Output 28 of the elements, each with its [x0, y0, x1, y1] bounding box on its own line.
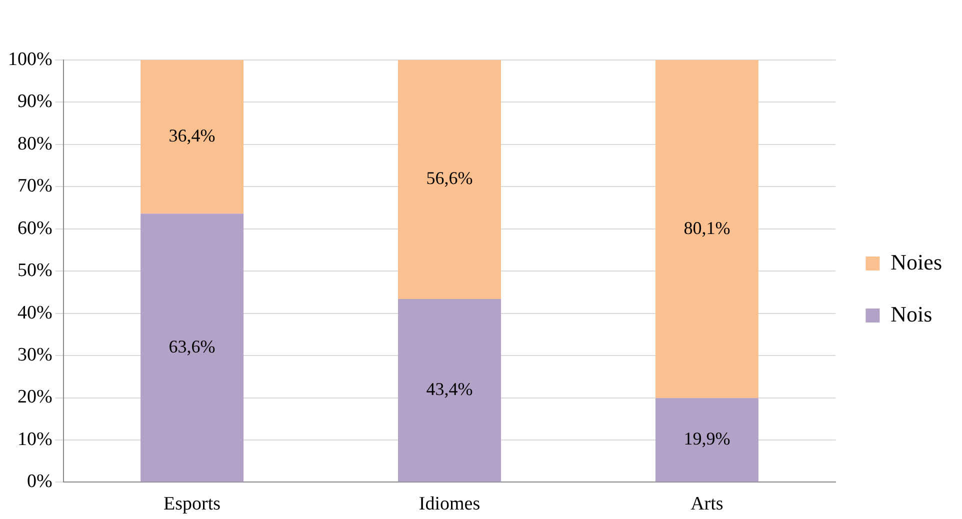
data-label: 56,6% — [426, 168, 473, 188]
y-tick-label: 70% — [18, 176, 52, 197]
y-tick-label: 20% — [18, 386, 52, 408]
data-label: 19,9% — [684, 428, 730, 449]
y-tick-label: 80% — [18, 133, 52, 154]
y-tick-label: 50% — [18, 260, 52, 282]
y-tick-label: 40% — [18, 302, 52, 324]
y-tick-label: 0% — [27, 471, 52, 492]
y-tick-label: 30% — [18, 344, 52, 366]
data-label: 63,6% — [168, 336, 216, 356]
y-tick-label: 10% — [18, 428, 52, 450]
legend-label: Nois — [890, 301, 932, 326]
x-tick-label: Esports — [164, 494, 221, 515]
y-tick-label: 100% — [8, 48, 52, 70]
data-label: 36,4% — [168, 126, 216, 146]
data-label: 80,1% — [684, 218, 730, 238]
bar — [398, 298, 501, 482]
bar — [140, 214, 244, 482]
data-label: 43,4% — [426, 379, 473, 400]
bar — [398, 60, 501, 299]
x-tick-label: Idiomes — [418, 494, 480, 515]
bar — [655, 398, 758, 482]
legend-label: Noies — [890, 249, 942, 274]
x-tick-label: Arts — [690, 494, 724, 515]
y-tick-label: 90% — [18, 91, 52, 112]
bar — [140, 60, 244, 214]
y-tick-label: 60% — [18, 218, 52, 239]
bar — [655, 60, 758, 398]
